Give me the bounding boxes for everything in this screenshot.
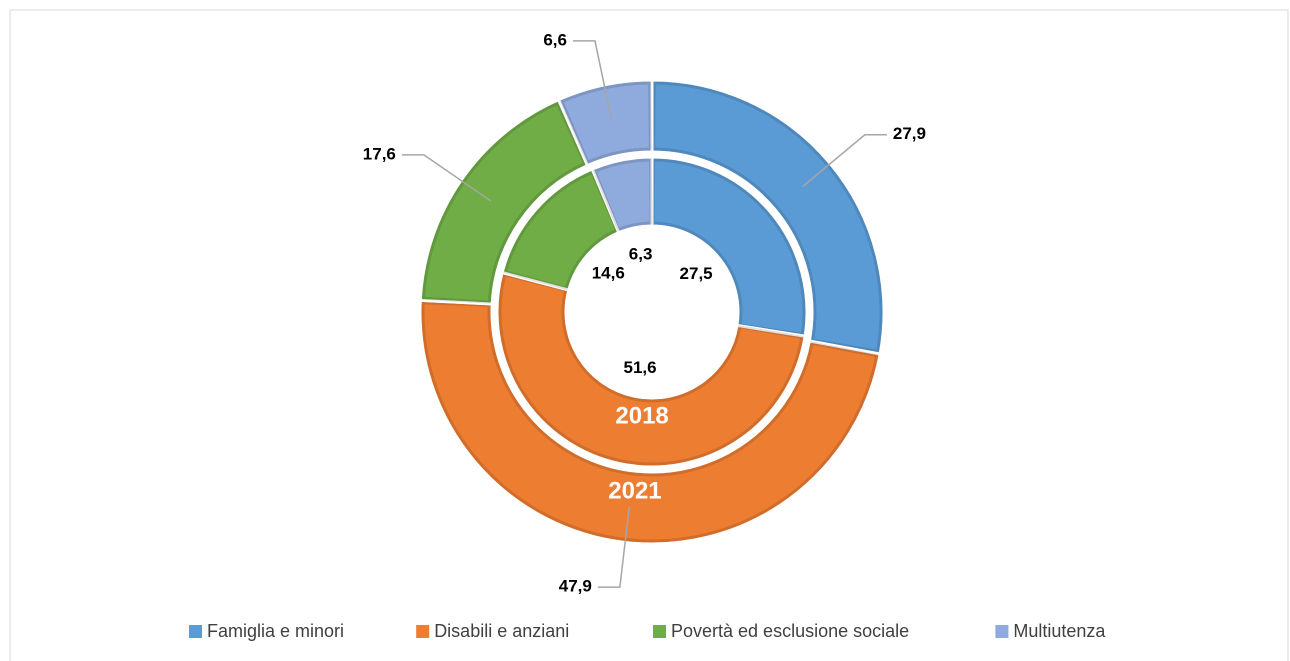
data-label: 27,5	[680, 264, 713, 283]
legend-label: Famiglia e minori	[207, 621, 344, 641]
data-label: 27,9	[893, 124, 926, 143]
segment-edge	[559, 81, 652, 165]
leader-line	[802, 134, 887, 188]
legend-label: Disabili e anziani	[434, 621, 569, 641]
data-label: 6,6	[543, 30, 567, 49]
series-name: 2018	[615, 402, 668, 429]
legend-swatch	[189, 625, 202, 638]
legend-swatch	[653, 625, 666, 638]
segment-edge	[652, 81, 883, 353]
data-label: 17,6	[363, 144, 396, 163]
legend-swatch	[416, 625, 430, 638]
legend-label: Multiutenza	[1013, 621, 1106, 641]
donut-segment	[650, 155, 809, 338]
data-label: 6,3	[629, 245, 653, 264]
segment-edge	[651, 158, 806, 336]
leader-line	[572, 40, 613, 121]
segment-edge	[498, 272, 804, 466]
segment-edge	[421, 301, 879, 543]
segment-edge	[421, 101, 587, 304]
donut-segment	[418, 298, 882, 546]
segment-edge	[592, 158, 653, 232]
series-name: 2021	[608, 478, 661, 505]
legend-swatch	[995, 625, 1009, 638]
donut-segment	[495, 270, 807, 469]
legend-label: Povertà ed esclusione sociale	[671, 621, 909, 641]
donut-segment	[556, 78, 654, 168]
segment-edge	[503, 170, 619, 291]
donut-segment	[650, 78, 886, 356]
data-label: 14,6	[592, 263, 625, 282]
leader-line	[597, 506, 631, 588]
data-label: 51,6	[624, 358, 657, 377]
donut-segment	[590, 155, 654, 235]
leader-line	[401, 154, 492, 202]
data-label: 47,9	[559, 577, 592, 596]
chart-frame	[9, 9, 1289, 661]
